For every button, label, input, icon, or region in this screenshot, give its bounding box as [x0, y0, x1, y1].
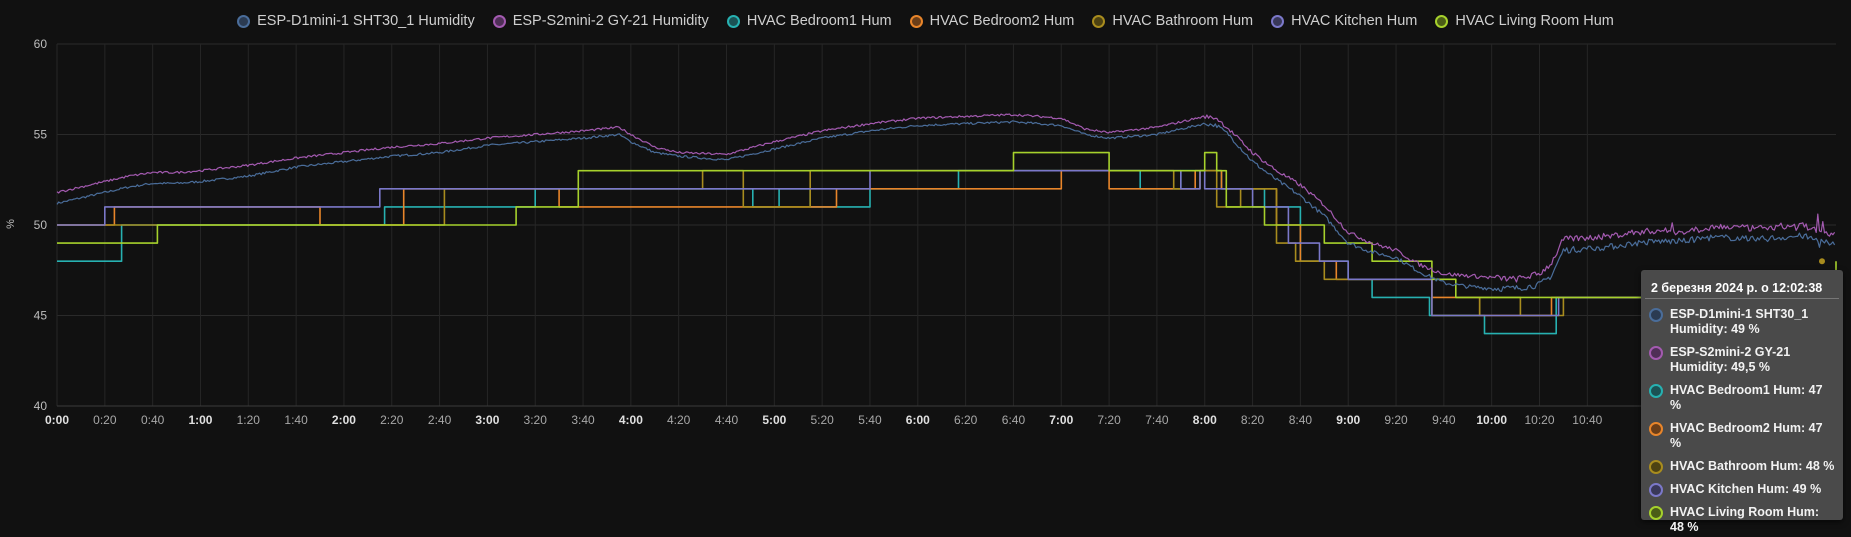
x-tick-label: 6:40	[1002, 413, 1026, 427]
series-line	[57, 169, 1836, 317]
x-tick-label: 9:00	[1336, 413, 1360, 427]
series-line	[56, 113, 1836, 283]
legend-item[interactable]: ESP-D1mini-1 SHT30_1 Humidity	[237, 13, 475, 29]
x-tick-label: 7:00	[1049, 413, 1073, 427]
legend-item[interactable]: ESP-S2mini-2 GY-21 Humidity	[492, 13, 709, 29]
x-tick-label: 3:00	[475, 413, 499, 427]
axes: 40 45 50 55 60 0:00 0:20 0:40 1:00 1:20 1:40 2:00 2:…	[34, 37, 1836, 427]
hover-point-marker	[1819, 258, 1825, 265]
tooltip-row: HVAC Bathroom Hum: 48 %	[1649, 459, 1835, 474]
tooltip-row-label: HVAC Living Room Hum: 48 %	[1670, 505, 1820, 534]
y-tick-label: 55	[34, 128, 48, 142]
y-tick-label: 60	[34, 37, 48, 51]
x-tick-label: 5:40	[858, 413, 882, 427]
y-tick-label: 40	[34, 399, 48, 413]
x-tick-label: 0:00	[45, 413, 69, 427]
tooltip-row-label: HVAC Bedroom1 Hum: 47 %	[1670, 383, 1823, 412]
x-tick-label: 4:20	[667, 413, 691, 427]
tooltip-row-label: ESP-D1mini-1 SHT30_1 Humidity: 49 %	[1670, 307, 1809, 336]
x-tick-label: 5:20	[810, 413, 834, 427]
tooltip-swatch-icon	[1649, 346, 1663, 360]
tooltip-swatch-icon	[1649, 422, 1663, 436]
legend-swatch-icon	[726, 14, 740, 28]
y-axis-label: %	[5, 219, 17, 229]
x-tick-label: 4:40	[715, 413, 739, 427]
tooltip-swatch-icon	[1649, 506, 1663, 520]
tooltip-row: HVAC Bedroom2 Hum: 47 %	[1649, 421, 1835, 451]
legend-label: HVAC Bathroom Hum	[1112, 13, 1254, 29]
legend-label: HVAC Bedroom1 Hum	[746, 13, 892, 29]
x-tick-label: 8:40	[1289, 413, 1313, 427]
x-tick-label: 3:20	[524, 413, 548, 427]
legend-swatch-icon	[237, 14, 251, 28]
legend-label: HVAC Living Room Hum	[1455, 13, 1614, 29]
legend-item[interactable]: HVAC Kitchen Hum	[1271, 13, 1417, 29]
x-tick-label: 0:20	[93, 413, 117, 427]
legend-item[interactable]: HVAC Bathroom Hum	[1092, 13, 1253, 29]
series-lines	[56, 113, 1837, 335]
series-line	[56, 120, 1836, 292]
x-tick-label: 10:20	[1524, 413, 1554, 427]
series-line	[57, 169, 1836, 317]
legend-label: ESP-D1mini-1 SHT30_1 Humidity	[257, 13, 475, 29]
x-tick-label: 7:40	[1145, 413, 1169, 427]
x-tick-label: 1:00	[188, 413, 212, 427]
x-tick-label: 9:40	[1432, 413, 1456, 427]
legend-item[interactable]: HVAC Living Room Hum	[1435, 13, 1614, 29]
series-line	[57, 169, 1836, 317]
tooltip-row-label: ESP-S2mini-2 GY-21 Humidity: 49,5 %	[1670, 345, 1791, 374]
x-tick-label: 10:40	[1572, 413, 1602, 427]
tooltip-row-label: HVAC Bathroom Hum: 48 %	[1670, 459, 1835, 473]
x-tick-label: 9:20	[1384, 413, 1408, 427]
x-tick-label: 4:00	[619, 413, 643, 427]
x-tick-label: 2:40	[428, 413, 452, 427]
legend-label: ESP-S2mini-2 GY-21 Humidity	[512, 13, 709, 29]
tooltip-row-label: HVAC Kitchen Hum: 49 %	[1670, 482, 1822, 496]
y-tick-label: 50	[34, 218, 48, 232]
tooltip-row: HVAC Living Room Hum: 48 %	[1649, 505, 1835, 535]
tooltip-row: HVAC Bedroom1 Hum: 47 %	[1649, 383, 1835, 413]
x-tick-label: 8:00	[1193, 413, 1217, 427]
tooltip-rows: ESP-D1mini-1 SHT30_1 Humidity: 49 % ESP-S…	[1649, 307, 1835, 535]
x-tick-label: 1:40	[284, 413, 308, 427]
tooltip-row: ESP-S2mini-2 GY-21 Humidity: 49,5 %	[1649, 345, 1835, 375]
x-tick-label: 1:20	[237, 413, 261, 427]
x-tick-label: 5:00	[762, 413, 786, 427]
legend-swatch-icon	[1271, 14, 1285, 28]
x-tick-label: 10:00	[1476, 413, 1507, 427]
legend-label: HVAC Bedroom2 Hum	[929, 13, 1075, 29]
x-tick-label: 8:20	[1241, 413, 1265, 427]
x-tick-label: 2:00	[332, 413, 356, 427]
tooltip-swatch-icon	[1649, 483, 1663, 497]
y-tick-label: 45	[34, 309, 48, 323]
tooltip-row: HVAC Kitchen Hum: 49 %	[1649, 482, 1835, 497]
tooltip-row-label: HVAC Bedroom2 Hum: 47 %	[1670, 421, 1823, 450]
x-tick-label: 6:00	[906, 413, 930, 427]
legend-swatch-icon	[492, 14, 506, 28]
x-tick-label: 7:20	[1097, 413, 1121, 427]
x-tick-label: 2:20	[380, 413, 404, 427]
tooltip-swatch-icon	[1649, 308, 1663, 322]
legend-swatch-icon	[1435, 14, 1449, 28]
legend-item[interactable]: HVAC Bedroom1 Hum	[726, 13, 892, 29]
x-tick-label: 3:40	[571, 413, 595, 427]
x-tick-label: 0:40	[141, 413, 165, 427]
legend-swatch-icon	[1092, 14, 1106, 28]
tooltip-title: 2 березня 2024 р. о 12:02:38	[1645, 278, 1839, 299]
tooltip-row: ESP-D1mini-1 SHT30_1 Humidity: 49 %	[1649, 307, 1835, 337]
legend-item[interactable]: HVAC Bedroom2 Hum	[909, 13, 1075, 29]
chart-legend: ESP-D1mini-1 SHT30_1 Humidity ESP-S2mini-…	[0, 8, 1851, 34]
series-line	[57, 169, 1836, 335]
tooltip-swatch-icon	[1649, 384, 1663, 398]
x-tick-label: 6:20	[954, 413, 978, 427]
tooltip-swatch-icon	[1649, 460, 1663, 474]
legend-swatch-icon	[909, 14, 923, 28]
legend-label: HVAC Kitchen Hum	[1291, 13, 1418, 29]
hover-tooltip: 2 березня 2024 р. о 12:02:38 ESP-D1mini-…	[1641, 270, 1843, 534]
